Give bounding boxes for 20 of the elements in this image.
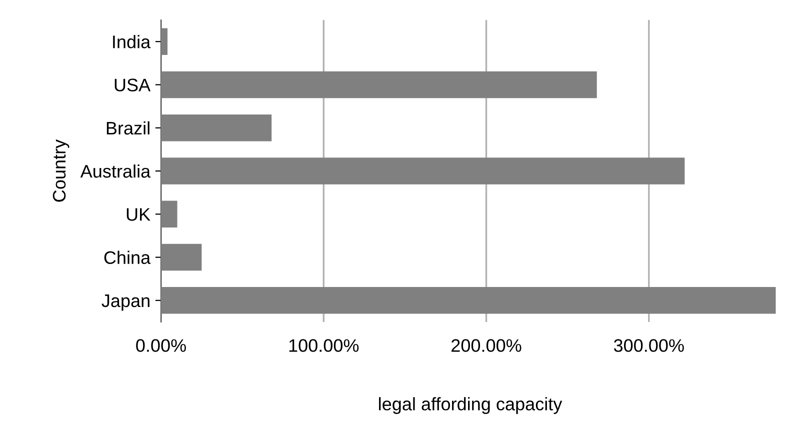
bar [161, 158, 685, 184]
x-tick-label: 100.00% [289, 339, 359, 352]
x-tick-label: 200.00% [452, 339, 522, 352]
y-tick-label: Australia [80, 164, 151, 178]
y-tick-label: UK [126, 208, 150, 221]
bar [161, 28, 168, 55]
x-tick-label: 0.00% [136, 339, 186, 352]
bar [161, 287, 776, 314]
bar [161, 71, 597, 98]
y-tick-label: USA [114, 78, 151, 92]
y-tick-label: India [113, 35, 151, 48]
bar [161, 244, 202, 271]
x-tick-label: 300.00% [614, 339, 684, 352]
y-tick-label: Brazil [106, 121, 150, 135]
bar [161, 114, 272, 142]
bar [161, 200, 178, 228]
y-tick-label: China [104, 250, 151, 264]
x-axis-title: legal affording capacity [379, 397, 562, 414]
y-tick-label: Japan [102, 294, 150, 311]
y-axis-title: Country [52, 139, 70, 202]
